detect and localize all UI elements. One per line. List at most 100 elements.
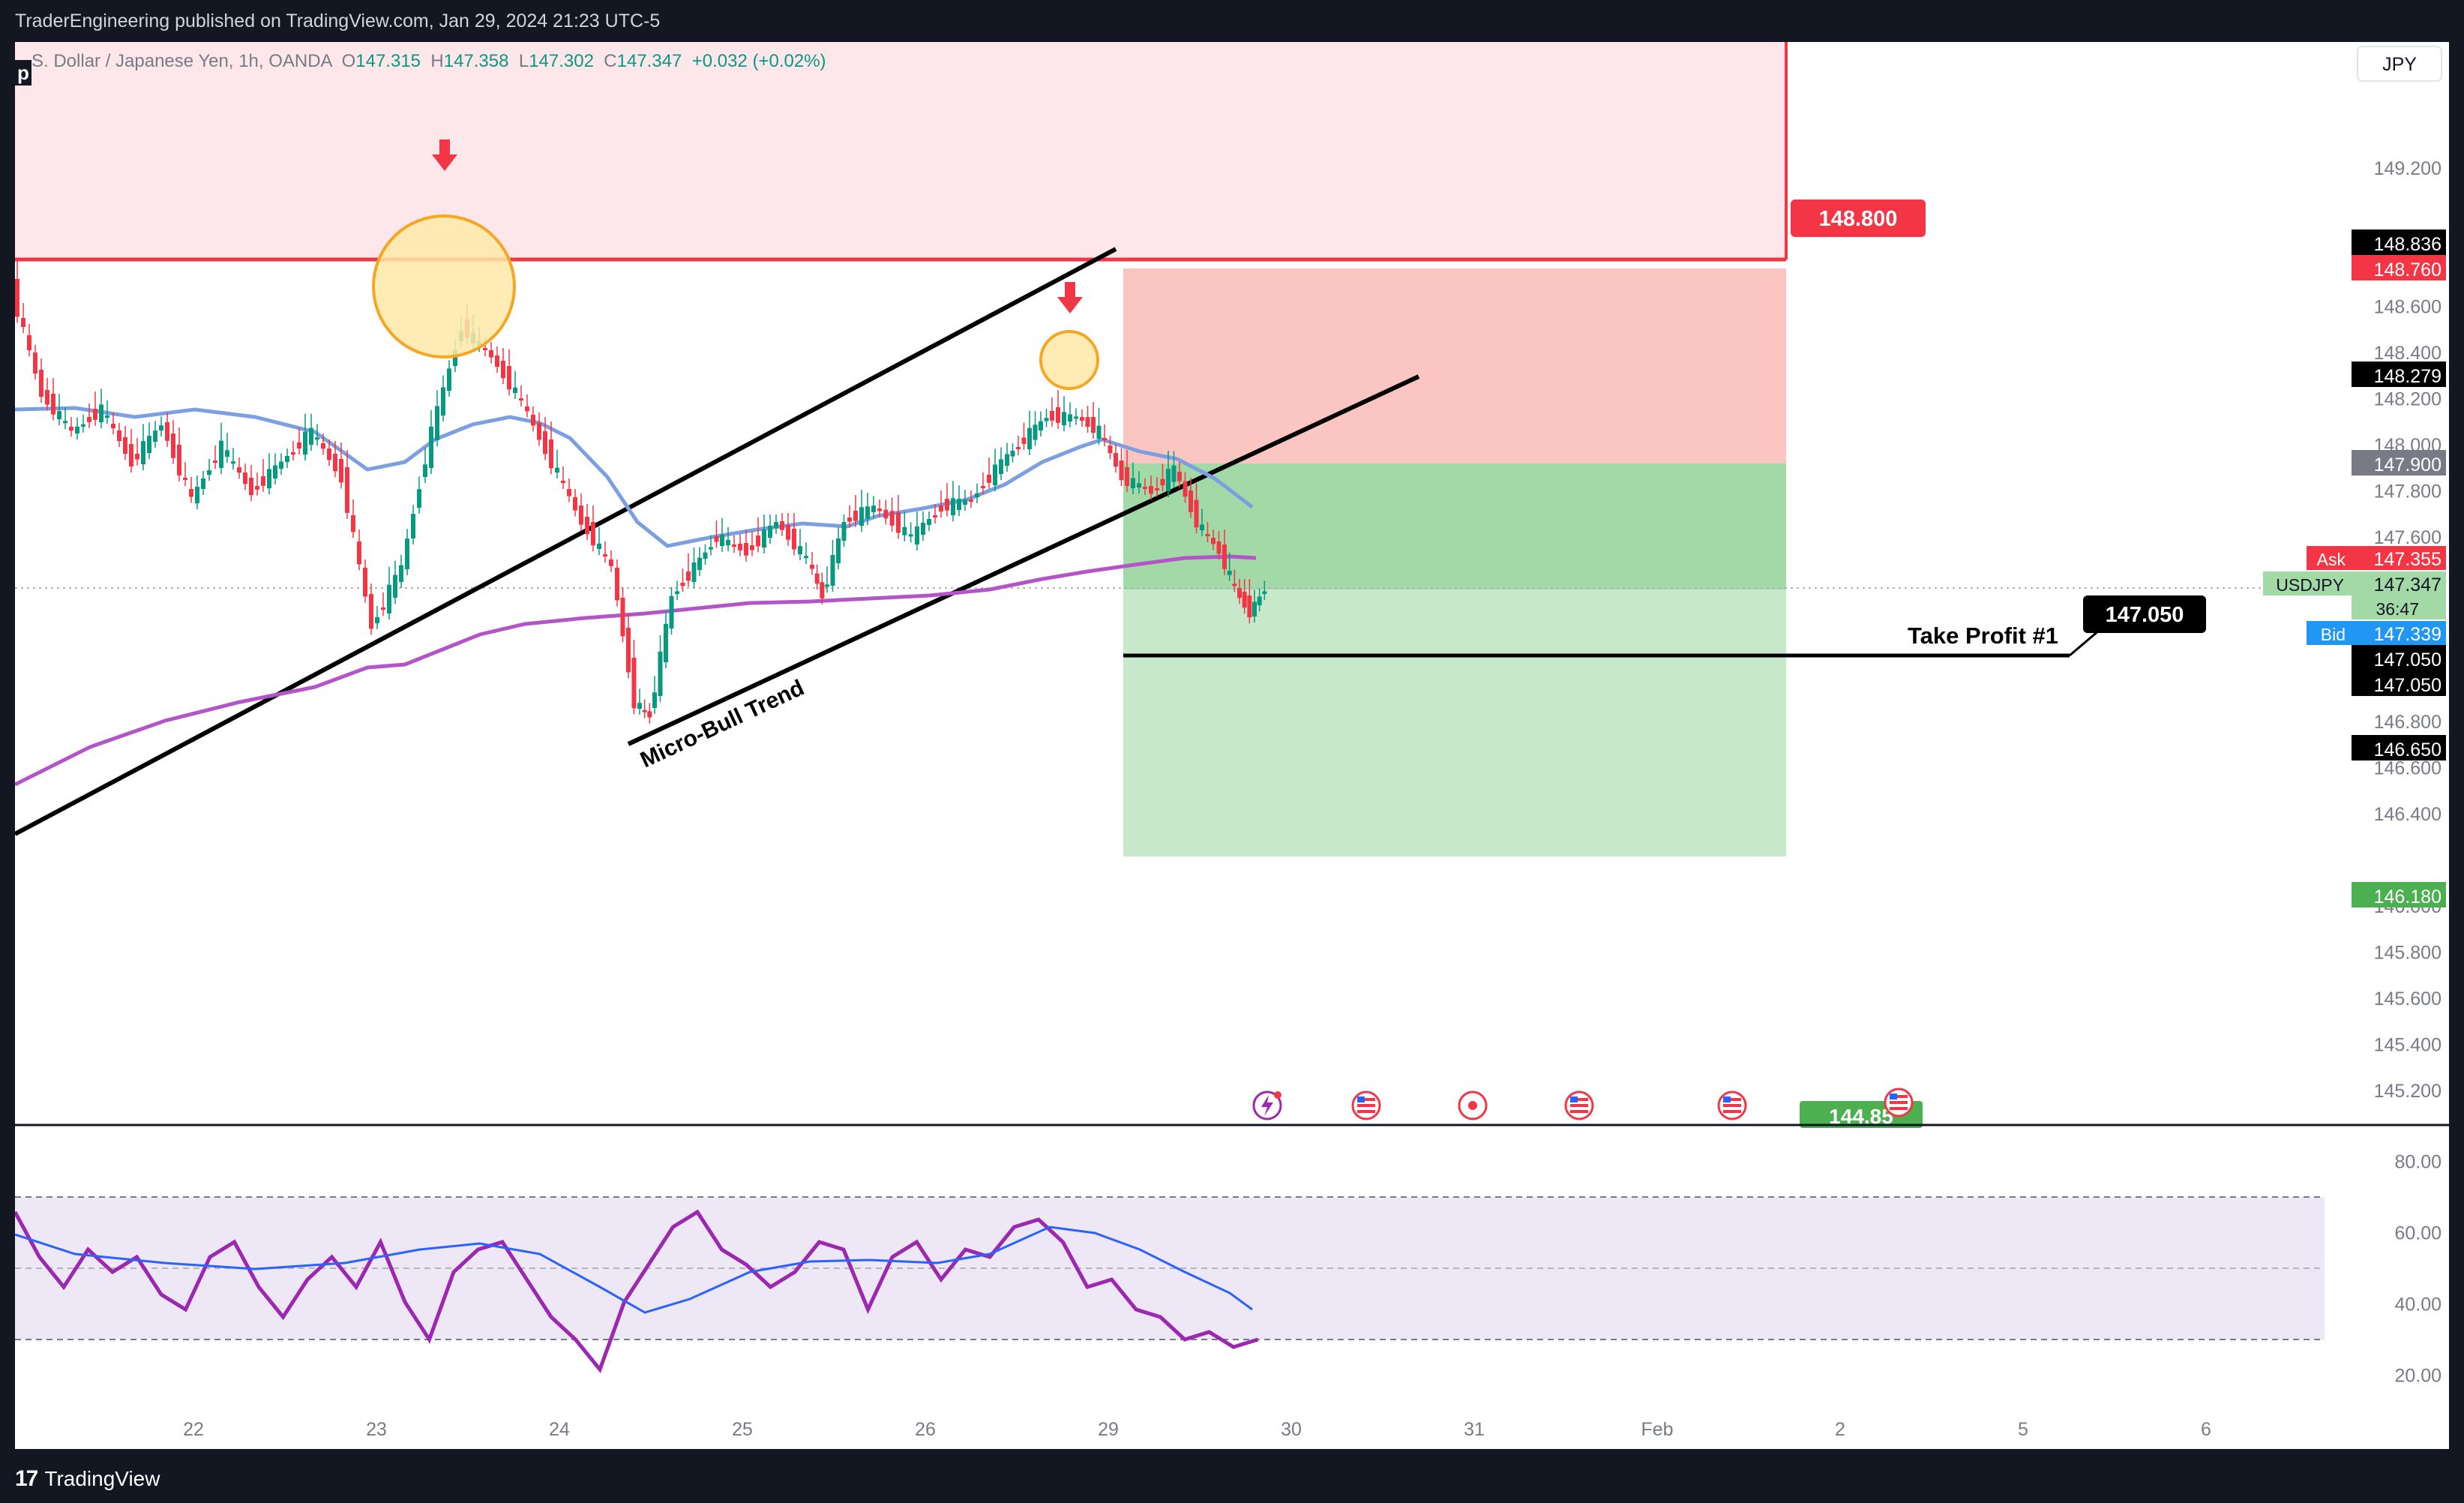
candle-body (183, 478, 187, 480)
candle-body (1227, 570, 1232, 575)
candle-body (709, 547, 713, 550)
event-us-flag-icon[interactable] (1564, 1090, 1594, 1120)
candle-body (567, 489, 571, 496)
svg-text:Ask: Ask (2317, 550, 2346, 569)
candle-body (165, 422, 169, 441)
price-badge-146650: 146.650 (2352, 735, 2446, 760)
candle-body (15, 279, 19, 317)
candle-body (273, 465, 277, 478)
tradingview-logo[interactable]: 17 TradingView (15, 1455, 160, 1503)
rejection-highlight-circle-small (1039, 330, 1099, 390)
candle-body (792, 529, 796, 550)
candle-body (626, 628, 631, 673)
candle-body (1027, 428, 1032, 449)
pine-badge-icon[interactable]: p (15, 60, 31, 86)
candle-body (603, 554, 607, 556)
candle-body (631, 658, 637, 709)
candle-body (814, 573, 820, 584)
time-tick-label: 6 (2201, 1419, 2211, 1440)
candle-body (1091, 417, 1096, 433)
legend-close: 147.347 (616, 51, 682, 71)
candle-body (664, 623, 668, 662)
candle-body (411, 514, 415, 538)
candle-body (579, 506, 583, 525)
legend-high: 147.358 (443, 51, 509, 71)
profit-zone-lower (1123, 590, 1786, 856)
candle-body (147, 436, 151, 453)
chart-area[interactable]: Take Profit #1 147.050 148.800 Micro-Bul… (13, 42, 2449, 1449)
candle-body (620, 598, 625, 637)
candle-body (597, 543, 601, 549)
price-badge-147050: 147.050 (2352, 645, 2446, 670)
candle-body (261, 476, 265, 486)
stop-price-callout: 148.800 (1791, 200, 1926, 237)
candle-body (237, 467, 241, 473)
bid-badge: Bid 147.339 (2307, 621, 2446, 645)
candle-body (1194, 500, 1199, 528)
candle-body (51, 394, 55, 415)
price-badge-148760: 148.760 (2352, 255, 2446, 280)
candle-body (975, 493, 979, 497)
symbol-legend[interactable]: S. Dollar / Japanese Yen, 1h, OANDA O147… (31, 51, 826, 71)
candle-body (573, 497, 577, 511)
candle-body (1056, 407, 1060, 423)
candle-body (495, 356, 499, 368)
candle-body (363, 568, 367, 597)
event-target-icon[interactable] (1458, 1090, 1488, 1120)
time-tick-label: 22 (183, 1419, 204, 1440)
take-profit-price-callout: 147.050 (2069, 596, 2206, 657)
candle-body (1005, 454, 1009, 466)
candle-body (877, 508, 882, 512)
candle-body (1062, 412, 1066, 425)
candle-body (1205, 534, 1210, 536)
rsi-tick-label: 20.00 (2394, 1366, 2442, 1387)
time-axis[interactable]: 22 23 24 25 26 29 30 31 Feb 2 5 6 (183, 1419, 2211, 1440)
candle-body (297, 442, 301, 448)
candle-body (1247, 596, 1252, 618)
svg-text:148.279: 148.279 (2374, 366, 2442, 387)
candle-body (738, 544, 742, 550)
candle-body (714, 536, 719, 542)
chart-canvas[interactable]: Take Profit #1 147.050 148.800 Micro-Bul… (13, 42, 2449, 1449)
candle-body (786, 525, 790, 540)
candle-body (501, 361, 505, 379)
candle-body (697, 557, 702, 570)
candle-body (309, 428, 313, 445)
candle-body (1108, 446, 1113, 454)
event-us-flag-icon[interactable] (1884, 1088, 1914, 1118)
footer-bar: 17 TradingView (0, 1455, 2464, 1503)
candle-body (585, 517, 589, 535)
candle-body (75, 426, 79, 434)
candle-body (315, 437, 319, 440)
candle-body (453, 350, 457, 366)
candle-body (543, 431, 547, 454)
candle-body (1085, 417, 1090, 427)
event-us-flag-icon[interactable] (1717, 1090, 1747, 1120)
candle-body (865, 506, 870, 519)
candle-body (201, 478, 205, 489)
event-lightning-icon[interactable] (1252, 1090, 1282, 1120)
candle-body (647, 711, 652, 718)
candle-body (841, 522, 847, 541)
svg-text:147.347: 147.347 (2374, 574, 2442, 596)
candle-body (1068, 414, 1072, 422)
candle-body (1177, 472, 1182, 482)
rsi-axis[interactable]: 80.00 60.00 40.00 20.00 (2394, 1152, 2442, 1387)
candle-body (993, 464, 997, 485)
candle-body (691, 562, 697, 582)
candle-body (1160, 478, 1165, 485)
candle-body (93, 409, 97, 420)
candle-body (1016, 447, 1021, 449)
candle-body (243, 472, 247, 484)
event-us-flag-icon[interactable] (1351, 1090, 1381, 1120)
candle-body (423, 464, 427, 477)
candle-body (1166, 469, 1171, 491)
candle-body (756, 536, 760, 547)
candle-body (561, 481, 565, 483)
candle-body (963, 500, 967, 505)
svg-text:146.650: 146.650 (2374, 740, 2442, 760)
currency-button[interactable]: JPY (2357, 46, 2442, 82)
price-tick-label: 147.600 (2374, 527, 2442, 548)
candle-body (810, 565, 814, 569)
candle-body (1119, 460, 1124, 481)
